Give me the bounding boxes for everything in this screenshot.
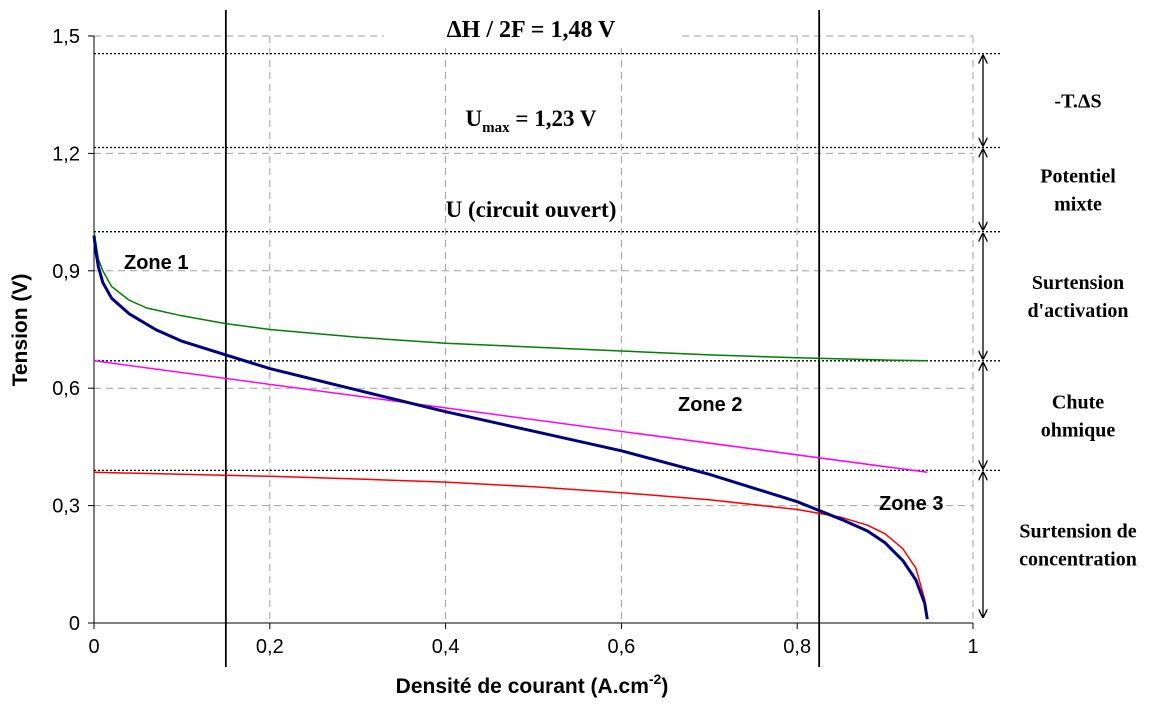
- loss-label-1-line-0: Potentiel: [1040, 166, 1116, 188]
- zone-1-label: Zone 1: [124, 252, 188, 274]
- y-axis-title: Tension (V): [9, 274, 32, 387]
- loss-labels: -T.ΔS Potentiel mixte Surtension d'activatio…: [1019, 91, 1137, 571]
- loss-label-2-line-1: d'activation: [1027, 300, 1128, 322]
- y-tick-label-1: 0,3: [52, 496, 80, 518]
- reference-lines: [94, 52, 1000, 472]
- umax-value: = 1,23 V: [510, 106, 597, 131]
- x-axis-title-main: Densité de courant (A.cm: [396, 675, 649, 698]
- y-tick-label-4: 1,2: [52, 143, 80, 165]
- series-line-2: [93, 471, 929, 620]
- y-tick-label-3: 0,9: [52, 261, 80, 283]
- y-tick-label-5: 1,5: [52, 26, 80, 48]
- zone-divider-lines: [224, 10, 821, 667]
- loss-label-3-line-1: ohmique: [1041, 420, 1116, 442]
- y-tick-label-2: 0,6: [52, 378, 80, 400]
- loss-label-0-line-0: -T.ΔS: [1054, 91, 1101, 113]
- series-line-1: [93, 360, 928, 474]
- loss-label-2-line-0: Surtension: [1032, 272, 1124, 294]
- x-tick-label-2: 0,4: [432, 636, 460, 658]
- series-lines: [92, 231, 929, 620]
- x-ticks: 0 0,2 0,4 0,6 0,8 1: [88, 623, 979, 658]
- x-tick-label-0: 0: [88, 636, 99, 658]
- zone-2-label: Zone 2: [678, 394, 742, 416]
- y-tick-label-0: 0: [69, 613, 80, 635]
- loss-label-3-line-0: Chute: [1052, 392, 1104, 414]
- x-axis-title: Densité de courant (A.cm-2): [396, 671, 669, 698]
- loss-label-4-line-1: concentration: [1019, 549, 1137, 571]
- series-line-3: [92, 235, 929, 620]
- x-tick-label-3: 0,6: [607, 636, 635, 658]
- x-tick-label-1: 0,2: [256, 636, 284, 658]
- x-axis-title-close: ): [661, 675, 668, 698]
- loss-label-4-line-0: Surtension de: [1019, 521, 1136, 543]
- dh-annotation: ΔH / 2F = 1,48 V: [447, 17, 616, 43]
- x-tick-label-4: 0,8: [783, 636, 811, 658]
- loss-label-1-line-1: mixte: [1054, 194, 1102, 216]
- x-axis-title-exponent: -2: [649, 671, 662, 687]
- dh-label-background: [384, 14, 678, 48]
- y-ticks: 0 0,3 0,6 0,9 1,2 1,5: [52, 26, 94, 635]
- umax-subscript: max: [482, 120, 510, 136]
- series-line-0: [93, 231, 928, 362]
- zone-3-label: Zone 3: [879, 493, 943, 515]
- grid: [94, 35, 974, 623]
- x-tick-label-5: 1: [967, 636, 978, 658]
- open-circuit-annotation: U (circuit ouvert): [446, 197, 617, 222]
- umax-annotation: Umax = 1,23 V: [466, 106, 597, 136]
- umax-symbol: U: [466, 106, 483, 131]
